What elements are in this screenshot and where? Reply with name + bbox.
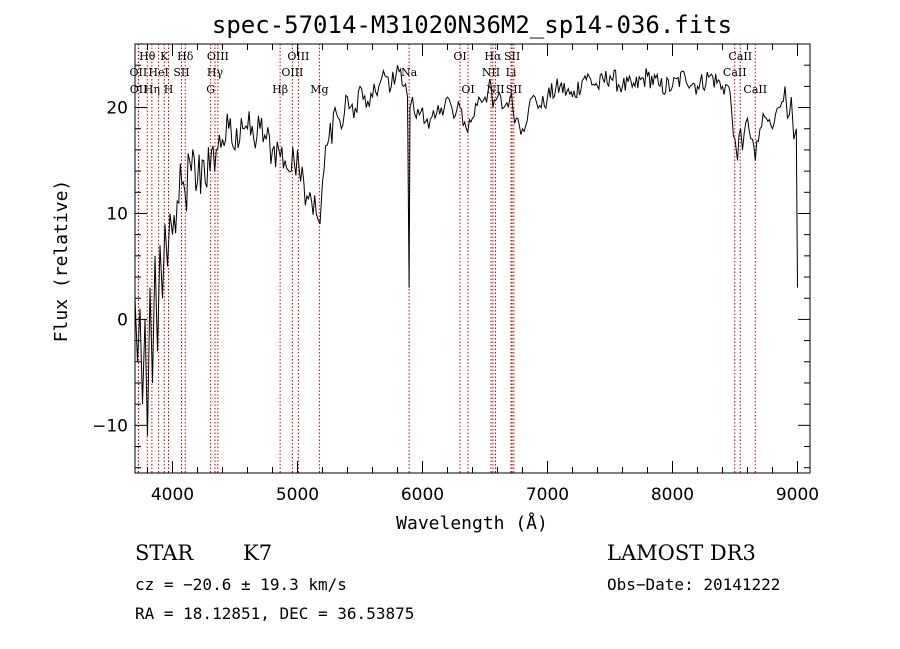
marker-label-13: OIII xyxy=(287,50,309,63)
coordinates: RA = 18.12851, DEC = 36.53875 xyxy=(135,604,414,623)
x-tick-label: 9000 xyxy=(776,485,819,505)
y-tick-label: 20 xyxy=(106,99,128,119)
y-axis-ticks: −10 0 10 20 xyxy=(92,43,810,469)
marker-label-10: Hγ xyxy=(207,66,224,79)
marker-label-20: SII xyxy=(504,50,520,63)
y-tick-label: 10 xyxy=(106,204,128,224)
x-tick-label: 4000 xyxy=(151,485,194,505)
marker-label-2: OII xyxy=(130,83,148,96)
object-subclass: K7 xyxy=(243,541,272,565)
y-tick-label: −10 xyxy=(92,416,128,436)
y-axis-label: Flux (relative) xyxy=(51,180,72,343)
x-axis-label: Wavelength (Å) xyxy=(396,512,548,534)
chart-title: spec-57014-M31020N36M2_sp14-036.fits xyxy=(212,11,732,39)
marker-label-9: OIII xyxy=(207,50,229,63)
marker-label-17: OI xyxy=(453,50,466,63)
marker-label-8: Hδ xyxy=(177,50,194,63)
marker-label-5: HeI xyxy=(148,66,168,79)
marker-label-1: OII xyxy=(130,66,148,79)
marker-label-26: CaII xyxy=(723,66,747,79)
marker-label-7: H xyxy=(164,83,174,96)
marker-label-15: Mg xyxy=(310,83,328,96)
marker-label-22: Li xyxy=(506,66,517,79)
marker-label-18: OI xyxy=(461,83,474,96)
redshift-text: cz = −20.6 ± 19.3 km/s xyxy=(135,575,347,594)
marker-label-21: NII xyxy=(482,66,500,79)
y-tick-label: 0 xyxy=(117,310,128,330)
x-tick-label: 8000 xyxy=(651,485,694,505)
marker-label-19: Hα xyxy=(484,50,502,63)
marker-label-0: Hθ xyxy=(139,50,156,63)
x-tick-label: 7000 xyxy=(526,485,569,505)
marker-label-11: G xyxy=(206,83,215,96)
spectral-line-markers xyxy=(137,44,756,473)
marker-label-6: SII xyxy=(173,66,189,79)
marker-label-24: SII xyxy=(506,83,522,96)
object-class: STAR xyxy=(135,541,194,565)
x-axis-ticks: 4000 5000 6000 7000 8000 9000 xyxy=(147,44,819,505)
marker-label-14: OIII xyxy=(281,66,303,79)
marker-label-27: CaII xyxy=(743,83,767,96)
marker-label-4: K xyxy=(160,50,169,63)
obs-date: Obs−Date: 20141222 xyxy=(607,575,780,594)
marker-label-16: Na xyxy=(401,66,418,79)
marker-label-3: Hη xyxy=(144,83,160,96)
x-tick-label: 5000 xyxy=(276,485,319,505)
x-tick-label: 6000 xyxy=(401,485,444,505)
spectrum-line xyxy=(134,65,798,436)
marker-label-12: Hβ xyxy=(272,83,288,96)
marker-label-25: CaII xyxy=(728,50,752,63)
survey-name: LAMOST DR3 xyxy=(607,541,756,565)
